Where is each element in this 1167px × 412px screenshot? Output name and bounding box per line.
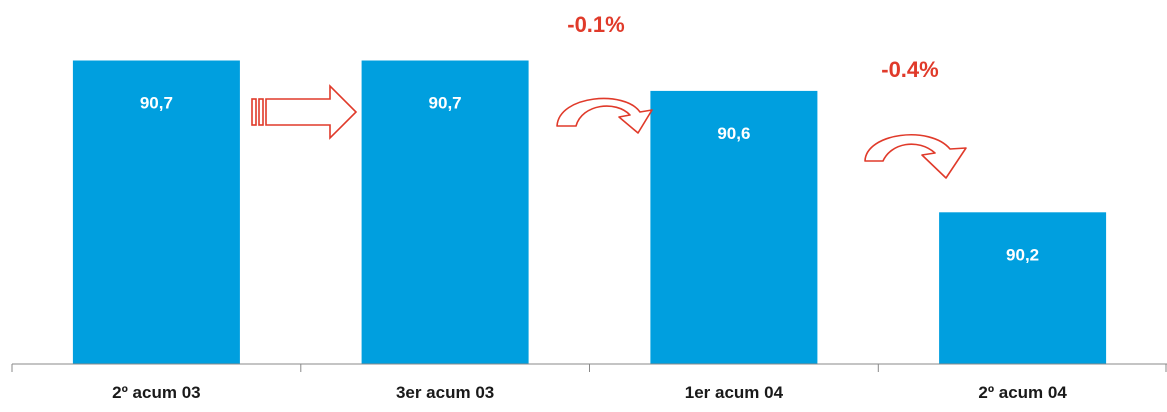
change-annotation: -0.1% bbox=[567, 12, 624, 37]
bar-value-label: 90,6 bbox=[717, 124, 750, 143]
x-tick-label: 3er acum 03 bbox=[396, 383, 494, 402]
x-tick-label: 1er acum 04 bbox=[685, 383, 784, 402]
bar-value-label: 90,7 bbox=[140, 94, 173, 113]
curved-down-arrow-icon bbox=[556, 97, 653, 134]
bar-value-label: 90,2 bbox=[1006, 245, 1039, 264]
x-tick-label: 2º acum 03 bbox=[112, 383, 200, 402]
bar bbox=[72, 60, 240, 364]
x-axis-tick-labels: 2º acum 03 3er acum 03 1er acum 04 2º acum … bbox=[112, 383, 1067, 402]
x-axis-ticks bbox=[11, 364, 1167, 372]
x-tick-label: 2º acum 04 bbox=[978, 383, 1067, 402]
bar bbox=[939, 212, 1107, 364]
curved-down-arrow-icon bbox=[864, 133, 967, 179]
bar-value-labels: 90,7 90,7 90,6 90,2 bbox=[140, 94, 1039, 265]
bars-layer bbox=[72, 60, 1107, 365]
change-annotation: -0.4% bbox=[881, 57, 938, 82]
bar bbox=[650, 90, 818, 365]
bar bbox=[361, 60, 529, 364]
right-arrow-icon bbox=[251, 84, 358, 140]
bar-value-label: 90,7 bbox=[429, 94, 462, 113]
